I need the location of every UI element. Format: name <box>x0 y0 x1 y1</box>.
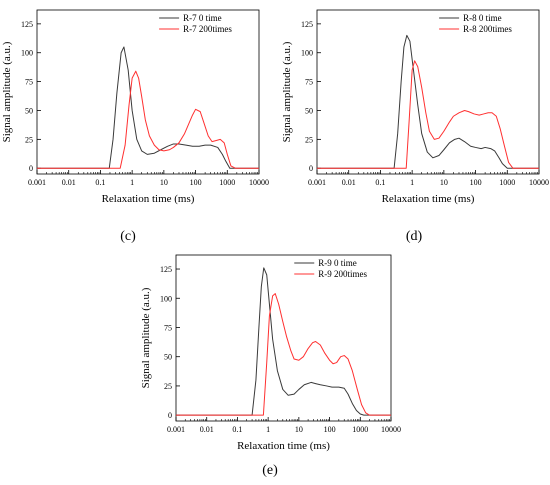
plot-frame <box>36 9 260 175</box>
series-line-1 <box>176 293 391 416</box>
plot-frame <box>175 254 392 422</box>
x-axis-title: Relaxation time (ms) <box>382 193 475 205</box>
x-tick-label: 1000 <box>219 178 235 187</box>
y-tick-label: 0 <box>309 164 313 173</box>
y-tick-label: 25 <box>305 135 313 144</box>
y-tick-label: 100 <box>160 294 172 303</box>
x-tick-label: 10 <box>295 425 303 434</box>
series-line-0 <box>317 34 539 169</box>
x-axis-title: Relaxation time (ms) <box>102 193 195 205</box>
x-tick-label: 0.001 <box>167 425 185 434</box>
legend-label: R-8 0 time <box>463 13 502 23</box>
series-line-1 <box>317 60 539 169</box>
x-tick-label: 10 <box>160 178 168 187</box>
x-tick-label: 10000 <box>381 425 401 434</box>
x-tick-label: 10 <box>440 178 448 187</box>
x-tick-label: 0.01 <box>342 178 356 187</box>
x-tick-label: 0.1 <box>232 425 242 434</box>
x-tick-label: 10000 <box>249 178 269 187</box>
x-tick-label: 1 <box>130 178 134 187</box>
x-tick-label: 1000 <box>499 178 515 187</box>
x-tick-label: 0.001 <box>308 178 326 187</box>
series-line-0 <box>176 267 391 416</box>
y-tick-label: 50 <box>25 106 33 115</box>
x-tick-label: 100 <box>190 178 202 187</box>
y-tick-label: 125 <box>21 20 33 29</box>
plot-frame <box>316 9 540 175</box>
panel-label: (e) <box>262 463 278 478</box>
legend-label: R-7 200times <box>183 24 232 34</box>
y-tick-label: 75 <box>164 323 172 332</box>
chart-panel: 0.001 0.01 0.1 1 10 100 1000 10000 0 25 50 75 100 125… <box>281 9 549 205</box>
x-tick-label: 0.001 <box>28 178 46 187</box>
y-axis-title: Signal amplitude (a.u.) <box>1 41 13 142</box>
x-tick-label: 0.01 <box>200 425 214 434</box>
series-line-0 <box>37 46 259 169</box>
series-line-1 <box>37 70 259 169</box>
legend-label: R-7 0 time <box>183 13 222 23</box>
x-tick-label: 0.1 <box>375 178 385 187</box>
y-tick-label: 75 <box>25 78 33 87</box>
y-tick-label: 50 <box>164 353 172 362</box>
legend-label: R-9 200times <box>318 269 367 279</box>
chart-panel: 0.001 0.01 0.1 1 10 100 1000 10000 0 25 50 75 100 125… <box>1 9 269 205</box>
panel-label: (c) <box>120 229 136 244</box>
y-tick-label: 125 <box>301 20 313 29</box>
x-tick-label: 100 <box>324 425 336 434</box>
x-tick-label: 0.01 <box>62 178 76 187</box>
panel-label: (d) <box>406 229 423 244</box>
y-tick-label: 125 <box>160 265 172 274</box>
x-tick-label: 100 <box>470 178 482 187</box>
x-tick-label: 1000 <box>352 425 368 434</box>
y-tick-label: 100 <box>21 49 33 58</box>
x-tick-label: 10000 <box>529 178 549 187</box>
y-tick-label: 0 <box>168 411 172 420</box>
x-tick-label: 1 <box>410 178 414 187</box>
y-tick-label: 25 <box>25 135 33 144</box>
legend-label: R-9 0 time <box>318 258 357 268</box>
y-tick-label: 100 <box>301 49 313 58</box>
y-tick-label: 25 <box>164 382 172 391</box>
x-tick-label: 1 <box>266 425 270 434</box>
chart-panel: 0.001 0.01 0.1 1 10 100 1000 10000 0 25 50 75 100 125… <box>140 254 401 452</box>
y-tick-label: 75 <box>305 78 313 87</box>
y-tick-label: 0 <box>29 164 33 173</box>
y-axis-title: Signal amplitude (a.u.) <box>140 287 152 388</box>
y-axis-title: Signal amplitude (a.u.) <box>281 41 293 142</box>
y-tick-label: 50 <box>305 106 313 115</box>
x-tick-label: 0.1 <box>95 178 105 187</box>
x-axis-title: Relaxation time (ms) <box>237 440 330 452</box>
legend-label: R-8 200times <box>463 24 512 34</box>
